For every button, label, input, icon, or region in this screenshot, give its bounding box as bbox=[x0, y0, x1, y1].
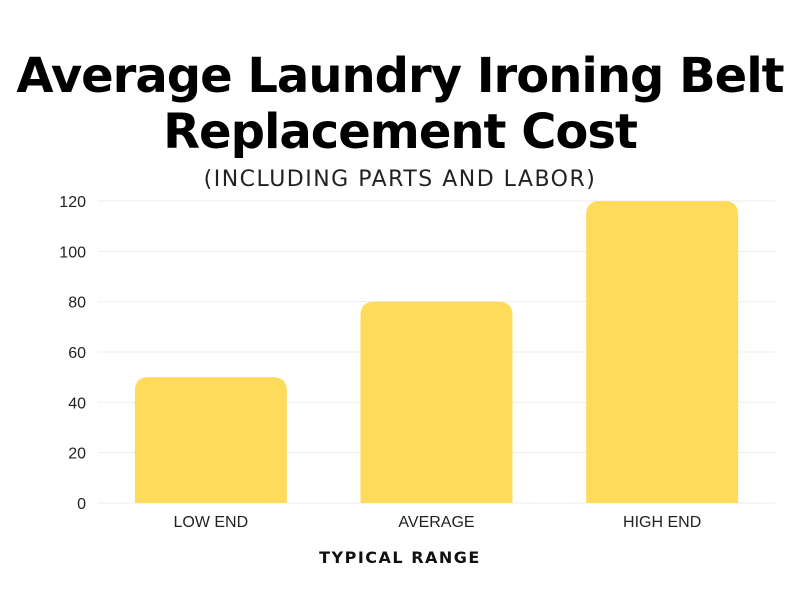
x-axis-categories: LOW END AVERAGE HIGH END bbox=[173, 514, 701, 531]
x-category-label-low-end: LOW END bbox=[173, 514, 248, 531]
x-axis-title: TYPICAL RANGE bbox=[319, 548, 481, 567]
y-tick-label-0: 0 bbox=[77, 496, 86, 513]
bar-high-end bbox=[586, 201, 739, 503]
y-tick-label-80: 80 bbox=[68, 295, 86, 312]
y-tick-label-120: 120 bbox=[59, 194, 86, 211]
y-tick-label-40: 40 bbox=[68, 395, 86, 412]
y-tick-label-20: 20 bbox=[68, 446, 86, 463]
chart-subtitle: (INCLUDING PARTS AND LABOR) bbox=[203, 167, 597, 192]
bar-low-end bbox=[134, 377, 287, 503]
chart-title-line-2: Replacement Cost bbox=[163, 104, 638, 160]
bar-average bbox=[360, 301, 513, 503]
y-tick-label-100: 100 bbox=[59, 244, 86, 261]
bars bbox=[134, 201, 739, 503]
x-category-label-average: AVERAGE bbox=[398, 514, 474, 531]
chart-title-line-1: Average Laundry Ironing Belt bbox=[16, 48, 784, 104]
y-axis-ticks: 0 20 40 60 80 100 120 bbox=[59, 194, 86, 513]
y-tick-label-60: 60 bbox=[68, 345, 86, 362]
x-category-label-high-end: HIGH END bbox=[623, 514, 701, 531]
chart-title: Average Laundry Ironing Belt Replacement… bbox=[0, 48, 800, 160]
